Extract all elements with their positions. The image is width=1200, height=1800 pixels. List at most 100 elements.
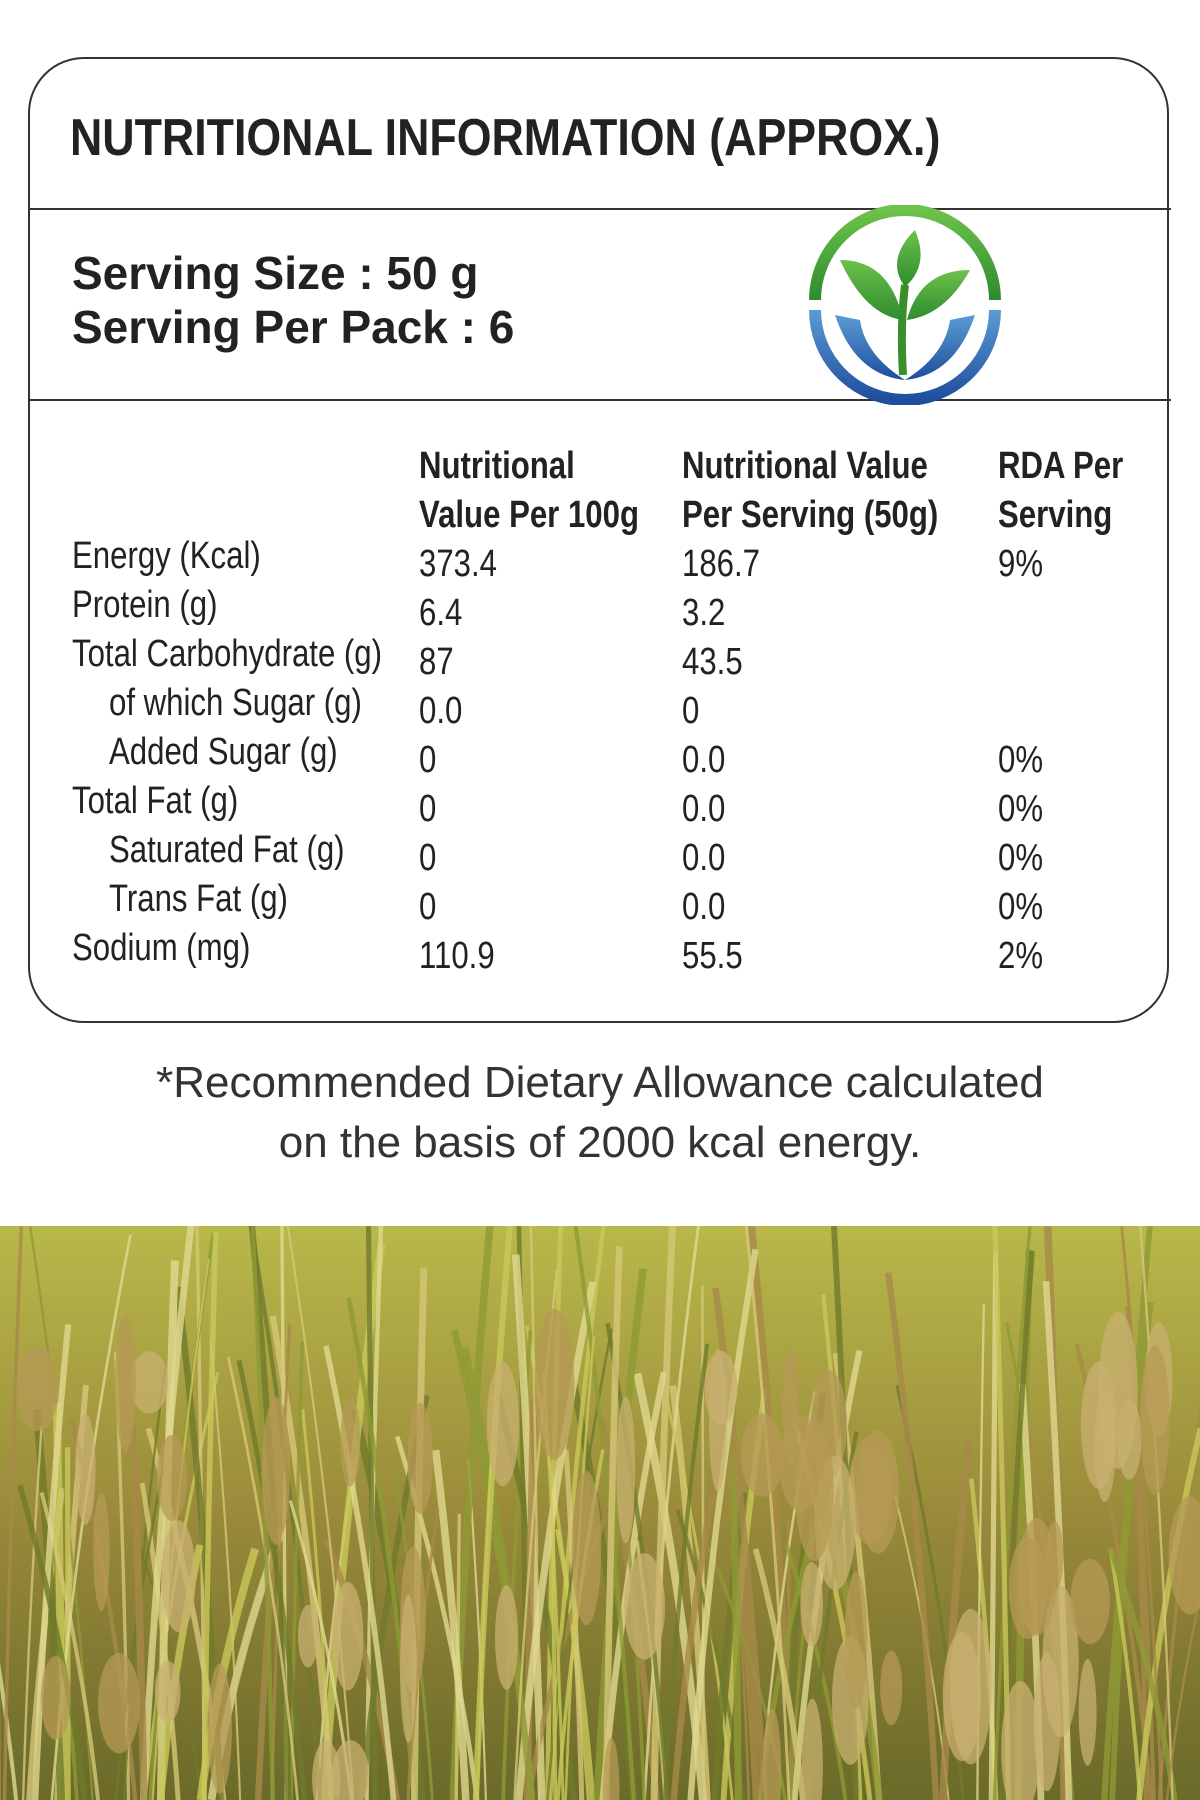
cell-value: 3.2	[682, 592, 726, 634]
rice-panicle	[1078, 1659, 1097, 1766]
rice-stalk	[451, 1329, 536, 1800]
rice-panicle	[156, 1434, 188, 1522]
rice-stalk	[687, 1248, 759, 1800]
rice-panicle	[154, 1660, 181, 1723]
rice-panicle	[740, 1413, 784, 1497]
rice-stalk	[1101, 1301, 1154, 1800]
cell-value: 43.5	[682, 641, 743, 683]
cell-value: 6.4	[419, 592, 463, 634]
rice-stalk	[992, 1226, 1032, 1800]
rice-panicle	[161, 1520, 196, 1633]
column-header: Nutritional Value	[682, 445, 928, 487]
rice-panicle	[1168, 1496, 1200, 1615]
column-header: RDA Per	[998, 445, 1124, 487]
row-label: Protein (g)	[72, 584, 218, 626]
rice-stalk	[21, 1425, 43, 1800]
rice-stalk	[201, 1231, 219, 1800]
rice-panicle	[844, 1571, 868, 1710]
rice-panicle	[616, 1396, 636, 1544]
rice-stalk	[529, 1226, 542, 1800]
row-label: Saturated Fat (g)	[109, 829, 345, 871]
rice-stalk	[1108, 1548, 1142, 1800]
cell-value: 0	[419, 788, 437, 830]
row-label: Trans Fat (g)	[109, 878, 288, 920]
cell-value: 0	[419, 837, 437, 879]
cell-value: 0.0	[682, 886, 726, 928]
rice-stalk	[643, 1226, 700, 1800]
row-label: Total Fat (g)	[72, 780, 239, 822]
cell-value: 87	[419, 641, 454, 683]
rice-stalk	[269, 1315, 335, 1800]
rice-field-photo	[0, 1226, 1200, 1800]
column-header: Serving	[998, 494, 1113, 536]
rice-stalk	[64, 1447, 71, 1800]
rice-stalk	[32, 1324, 72, 1800]
rice-stalk	[885, 1272, 940, 1800]
rice-stalk	[431, 1449, 470, 1800]
rice-panicle	[340, 1396, 361, 1487]
rice-stalk	[156, 1260, 179, 1800]
rice-stalk	[226, 1356, 299, 1800]
rice-stalk	[139, 1482, 181, 1800]
rice-panicle	[486, 1362, 520, 1487]
row-label: of which Sugar (g)	[109, 682, 362, 724]
rice-stalk	[650, 1226, 676, 1800]
rice-panicle	[332, 1581, 364, 1691]
rice-stalk	[270, 1323, 292, 1800]
rice-stalk	[711, 1492, 747, 1800]
rice-stalk	[2, 1226, 24, 1800]
rice-stalk	[791, 1349, 863, 1800]
serving-size: Serving Size : 50 g	[72, 247, 479, 299]
rice-panicle	[93, 1492, 110, 1611]
rice-stalk	[114, 1464, 166, 1800]
cell-value: 0	[419, 886, 437, 928]
rice-panicle	[207, 1663, 232, 1794]
rice-stalk	[593, 1268, 647, 1800]
rice-panicle	[801, 1698, 823, 1800]
rice-stalk	[939, 1438, 973, 1800]
row-label: Energy (Kcal)	[72, 535, 261, 577]
rice-panicle	[1001, 1680, 1040, 1800]
rice-stalk	[744, 1226, 791, 1800]
cell-value: 110.9	[419, 935, 495, 977]
rice-panicle	[40, 1656, 71, 1741]
rice-panicle	[1140, 1345, 1170, 1495]
title: NUTRITIONAL INFORMATION (APPROX.)	[70, 109, 941, 167]
rice-stalk	[323, 1345, 397, 1800]
rice-panicle	[762, 1709, 782, 1800]
cell-value: 9%	[998, 543, 1044, 585]
logo	[809, 205, 1001, 405]
label-card	[28, 57, 1169, 1023]
rice-panicle	[114, 1314, 136, 1452]
rice-stalk	[17, 1484, 88, 1800]
serving-per-pack: Serving Per Pack : 6	[72, 301, 515, 353]
rice-stalk	[410, 1268, 428, 1800]
cell-value: 0%	[998, 837, 1044, 879]
rice-panicle	[534, 1308, 575, 1460]
column-header: Value Per 100g	[419, 494, 640, 536]
cell-value: 2%	[998, 935, 1044, 977]
rice-panicle	[312, 1740, 341, 1800]
rice-stalk	[209, 1338, 242, 1800]
cell-value: 0.0	[682, 739, 726, 781]
rice-stalk	[602, 1246, 623, 1800]
rice-stalk	[236, 1359, 307, 1800]
rice-stalk	[476, 1441, 494, 1800]
rice-panicle	[603, 1737, 620, 1800]
rice-panicle	[1080, 1361, 1117, 1489]
rice-panicle	[949, 1608, 992, 1765]
cell-value: 0%	[998, 886, 1044, 928]
rice-panicle	[571, 1471, 602, 1626]
rice-stalk	[286, 1226, 355, 1800]
footnote: *Recommended Dietary Allowance calculate…	[156, 1058, 1044, 1107]
rice-stalk	[988, 1252, 999, 1800]
rice-panicle	[848, 1437, 892, 1545]
rice-panicle	[298, 1604, 319, 1668]
cell-value: 0	[419, 739, 437, 781]
cell-value: 373.4	[419, 543, 497, 585]
divider	[28, 208, 1171, 210]
rice-panicle	[16, 1346, 59, 1432]
rice-stalk	[0, 1662, 19, 1800]
cell-value: 186.7	[682, 543, 760, 585]
